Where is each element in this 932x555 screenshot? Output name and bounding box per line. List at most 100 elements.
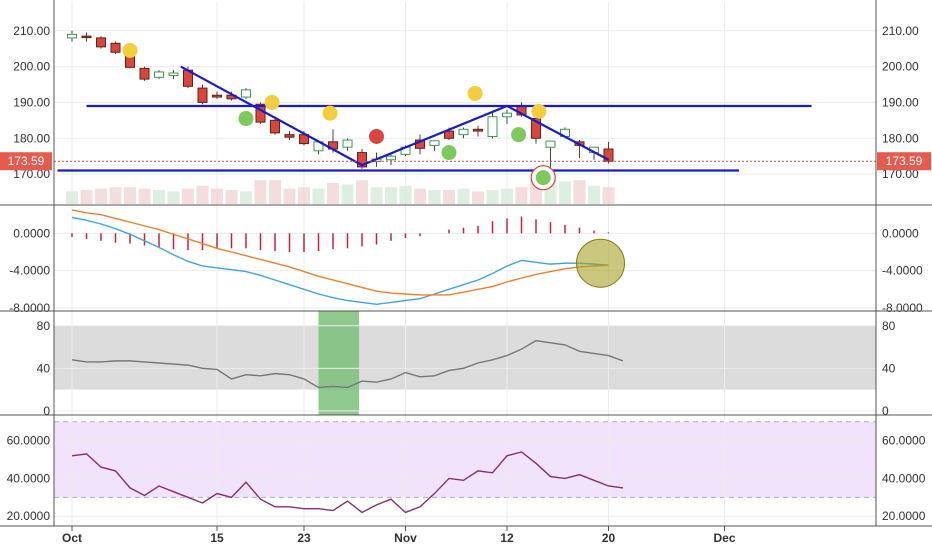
- stochastic-right-tick-label: 80: [882, 319, 896, 333]
- trendline-drawing[interactable]: [180, 65, 610, 167]
- volume-bar: [283, 188, 296, 204]
- volume-bar: [559, 181, 571, 204]
- price-left-tick-label: 210.00: [13, 24, 50, 38]
- candle-body[interactable]: [212, 94, 222, 98]
- candle-body[interactable]: [386, 155, 396, 161]
- signal-marker[interactable]: [322, 105, 338, 121]
- candle-body[interactable]: [545, 140, 556, 148]
- volume-bar: [399, 185, 412, 204]
- candle-body[interactable]: [67, 33, 77, 39]
- volume-bar: [385, 187, 397, 204]
- stochastic-left-tick-label: 80: [37, 319, 51, 333]
- stochastic-left-tick-label: 0: [43, 404, 50, 418]
- price-right-tick-label: 190.00: [882, 95, 919, 109]
- last-price-badge-left: [0, 152, 52, 171]
- last-price-label-left: 173.59: [8, 154, 45, 168]
- signal-marker[interactable]: [238, 111, 254, 127]
- rsi-right-tick-label: 60.0000: [882, 434, 926, 448]
- volume-bar: [109, 187, 122, 204]
- signal-marker[interactable]: [535, 170, 551, 186]
- stochastic-series-line: [71, 339, 624, 389]
- macd-series-line: [71, 216, 609, 305]
- volume-bar: [414, 188, 426, 204]
- signal-marker[interactable]: [122, 42, 138, 58]
- candle-body[interactable]: [197, 87, 208, 103]
- candle-body[interactable]: [110, 42, 121, 53]
- volume-bar: [269, 180, 281, 204]
- signal-marker[interactable]: [531, 103, 547, 119]
- macd-right-tick-label: 0.0000: [882, 226, 919, 240]
- candle-body[interactable]: [154, 71, 164, 78]
- macd-left-tick-label: 0.0000: [13, 226, 50, 240]
- volume-bar: [66, 191, 78, 204]
- volume-bar: [356, 180, 368, 204]
- candle-body[interactable]: [284, 134, 295, 138]
- x-axis-label: 20: [602, 531, 616, 545]
- volume-bar: [167, 191, 180, 204]
- candle-body[interactable]: [429, 140, 440, 146]
- stochastic-band: [54, 325, 876, 390]
- price-left-tick-label: 180.00: [13, 131, 50, 145]
- volume-bar: [443, 190, 455, 204]
- candle-body[interactable]: [473, 128, 483, 132]
- signal-marker[interactable]: [264, 94, 280, 110]
- price-right-tick-label: 180.00: [882, 131, 919, 145]
- rsi-right-tick-label: 40.0000: [882, 471, 926, 485]
- volume-bar: [486, 190, 499, 204]
- signal-marker[interactable]: [467, 85, 483, 101]
- candle-body[interactable]: [81, 35, 92, 39]
- macd-right-tick-label: -8.0000: [882, 301, 923, 315]
- x-axis-label: 23: [297, 531, 311, 545]
- candle-body[interactable]: [241, 89, 251, 98]
- candle-body[interactable]: [458, 128, 469, 136]
- macd-left-tick-label: -8.0000: [9, 301, 50, 315]
- price-right-tick-label: 210.00: [882, 24, 919, 38]
- candle-body[interactable]: [487, 116, 498, 137]
- price-left-tick-label: 170.00: [13, 167, 50, 181]
- volume-bar: [341, 184, 354, 204]
- candle-body[interactable]: [603, 148, 614, 162]
- volume-bar: [80, 190, 93, 204]
- volume-bar: [254, 180, 267, 204]
- candle-body[interactable]: [342, 139, 353, 148]
- candle-body[interactable]: [531, 118, 541, 139]
- x-axis-label: Nov: [394, 531, 417, 545]
- signal-marker[interactable]: [441, 145, 457, 161]
- rsi-left-tick-label: 40.0000: [7, 471, 51, 485]
- candle-body[interactable]: [357, 152, 367, 168]
- price-right-tick-label: 170.00: [882, 167, 919, 181]
- signal-marker[interactable]: [369, 128, 384, 144]
- x-axis-label: 15: [210, 531, 224, 545]
- volume-bar: [327, 183, 339, 204]
- volume-bar: [370, 187, 383, 204]
- signal-marker[interactable]: [511, 127, 527, 143]
- candle-body[interactable]: [168, 72, 179, 77]
- last-price-badge-right: [877, 152, 931, 171]
- stochastic-right-tick-label: 0: [882, 404, 889, 418]
- volume-bar: [95, 188, 107, 204]
- candle-body[interactable]: [139, 67, 150, 80]
- candle-body[interactable]: [96, 37, 106, 48]
- rsi-band: [54, 421, 876, 498]
- rsi-right-tick-label: 20.0000: [882, 509, 926, 523]
- volume-bar: [124, 187, 136, 204]
- volume-bar: [196, 185, 209, 204]
- volume-bar: [515, 187, 528, 204]
- stochastic-left-tick-label: 40: [37, 361, 51, 375]
- volume-bar: [211, 188, 223, 204]
- x-axis-label: Dec: [713, 531, 735, 545]
- volume-bar: [182, 188, 194, 204]
- volume-bar: [225, 190, 238, 204]
- rsi-left-tick-label: 20.0000: [7, 509, 51, 523]
- volume-bar: [312, 188, 325, 204]
- volume-bar: [501, 188, 513, 204]
- candle-body[interactable]: [444, 130, 454, 139]
- candle-body[interactable]: [502, 112, 512, 118]
- volume-bar: [153, 190, 165, 204]
- stochastic-right-tick-label: 40: [882, 361, 896, 375]
- candle-body[interactable]: [270, 119, 280, 134]
- volume-bar: [472, 191, 484, 204]
- highlight-circle: [576, 238, 625, 288]
